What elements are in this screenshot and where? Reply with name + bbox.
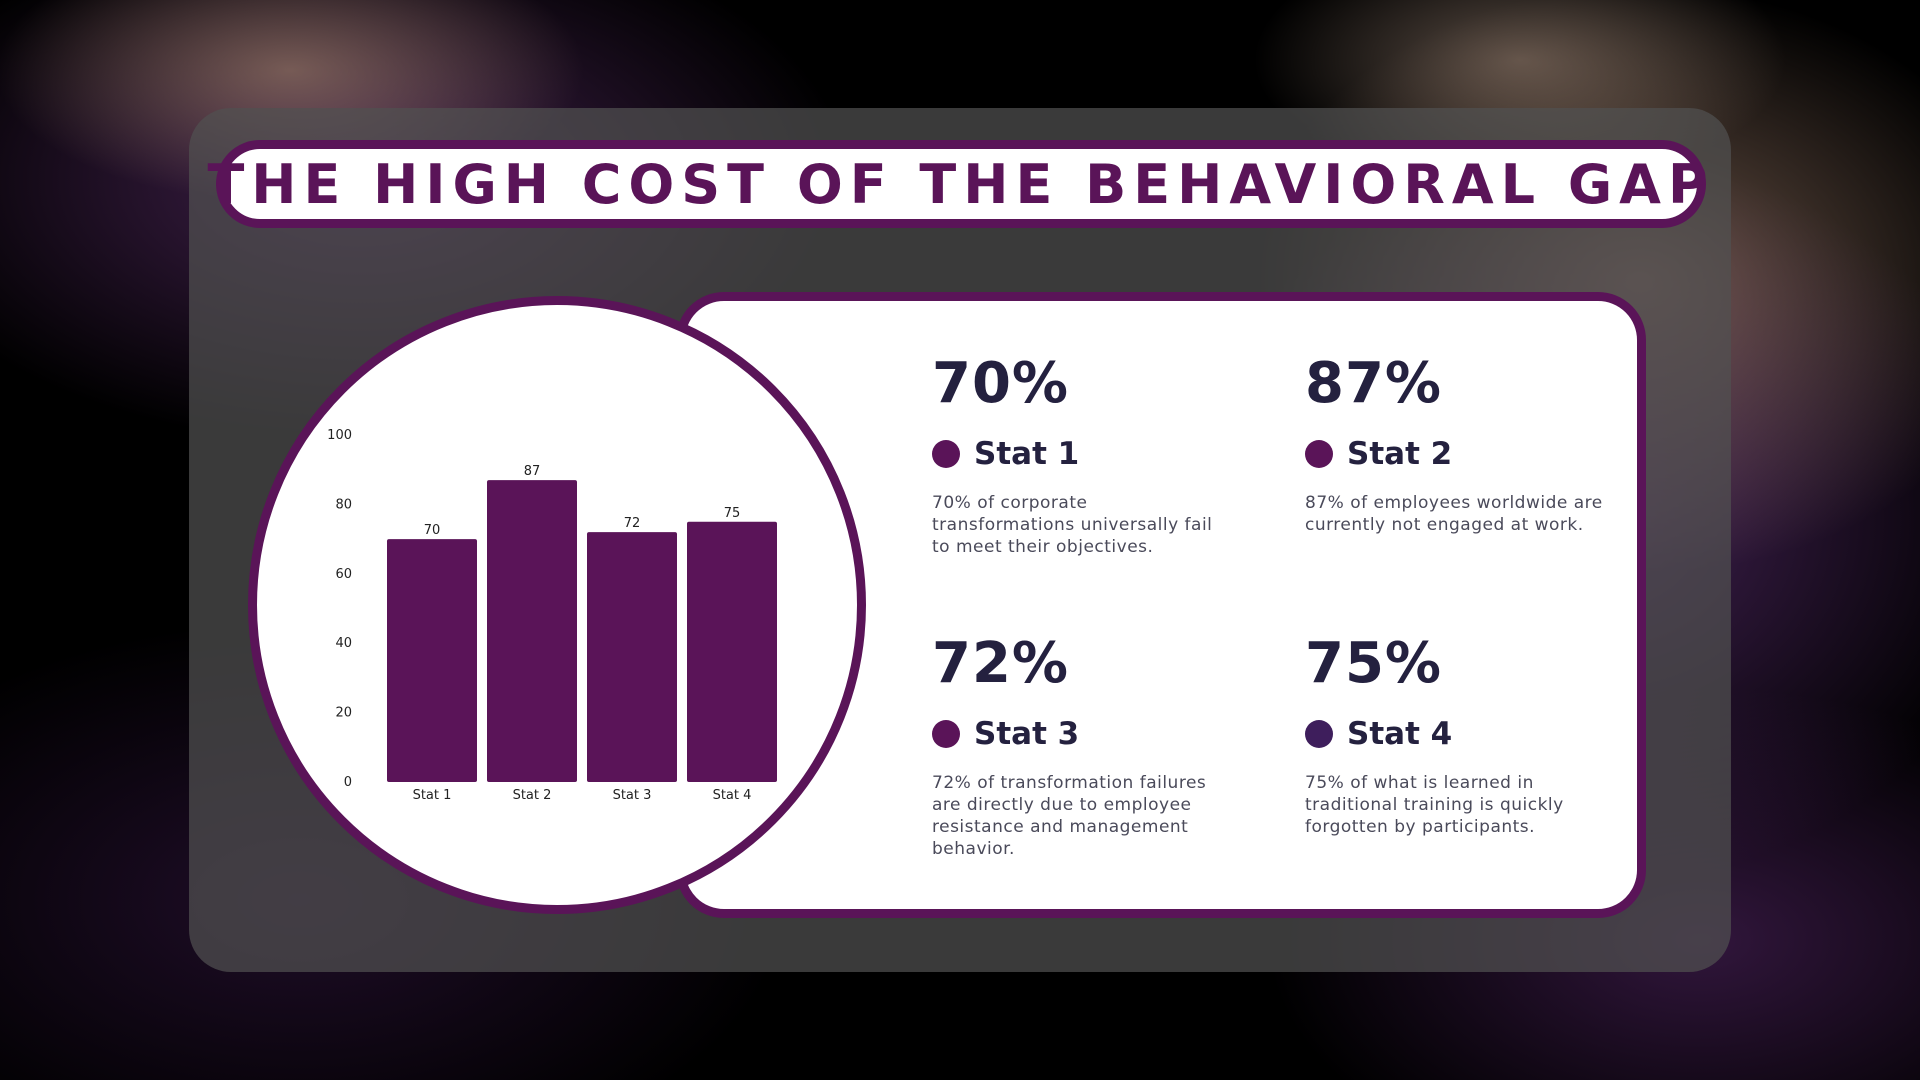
- stat-block-3: 72% Stat 3 72% of transformation failure…: [932, 636, 1232, 860]
- y-tick-label: 80: [335, 497, 352, 512]
- bullet-dot-icon: [932, 440, 960, 468]
- x-tick-label: Stat 2: [513, 788, 552, 803]
- stat-value: 72%: [932, 631, 1070, 696]
- y-tick-label: 60: [335, 567, 352, 582]
- stat-value: 70%: [932, 351, 1070, 416]
- bar-value-label: 72: [624, 516, 641, 531]
- bar: [487, 480, 577, 782]
- stat-label: Stat 2: [1347, 436, 1453, 472]
- bar-value-label: 70: [424, 523, 441, 538]
- y-tick-label: 20: [335, 706, 352, 721]
- stat-description: 70% of corporate transformations univers…: [932, 493, 1213, 557]
- stat-value: 75%: [1305, 631, 1443, 696]
- y-tick-label: 100: [327, 428, 352, 443]
- bar: [687, 521, 777, 782]
- stat-description: 72% of transformation failures are direc…: [932, 773, 1207, 859]
- stat-label: Stat 3: [974, 716, 1080, 752]
- bar: [587, 532, 677, 782]
- x-tick-label: Stat 1: [413, 788, 452, 803]
- bullet-dot-icon: [1305, 440, 1333, 468]
- page-title: THE HIGH COST OF THE BEHAVIORAL GAP: [207, 152, 1715, 216]
- stat-block-2: 87% Stat 2 87% of employees worldwide ar…: [1305, 356, 1605, 536]
- x-tick-label: Stat 3: [613, 788, 652, 803]
- bullet-dot-icon: [932, 720, 960, 748]
- bar-value-label: 75: [724, 506, 741, 521]
- y-tick-label: 0: [344, 775, 352, 790]
- stat-block-1: 70% Stat 1 70% of corporate transformati…: [932, 356, 1232, 558]
- bar-value-label: 87: [524, 464, 541, 479]
- stat-description: 87% of employees worldwide are currently…: [1305, 493, 1603, 535]
- stat-block-4: 75% Stat 4 75% of what is learned in tra…: [1305, 636, 1605, 838]
- bullet-dot-icon: [1305, 720, 1333, 748]
- chart-circle: 0 20 40 60 80 100 70 Stat 1 87 Stat 2 72 Stat 3 75 St…: [248, 296, 866, 914]
- stat-label: Stat 4: [1347, 716, 1453, 752]
- stat-label: Stat 1: [974, 436, 1080, 472]
- y-tick-label: 40: [335, 636, 352, 651]
- bar-chart: 0 20 40 60 80 100 70 Stat 1 87 Stat 2 72 Stat 3 75 St…: [327, 428, 777, 803]
- title-banner: THE HIGH COST OF THE BEHAVIORAL GAP: [207, 140, 1708, 228]
- bar: [387, 539, 477, 782]
- stat-description: 75% of what is learned in traditional tr…: [1305, 773, 1564, 837]
- stat-value: 87%: [1305, 351, 1443, 416]
- x-tick-label: Stat 4: [713, 788, 752, 803]
